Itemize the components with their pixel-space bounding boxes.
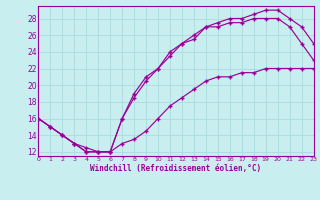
X-axis label: Windchill (Refroidissement éolien,°C): Windchill (Refroidissement éolien,°C) xyxy=(91,164,261,173)
